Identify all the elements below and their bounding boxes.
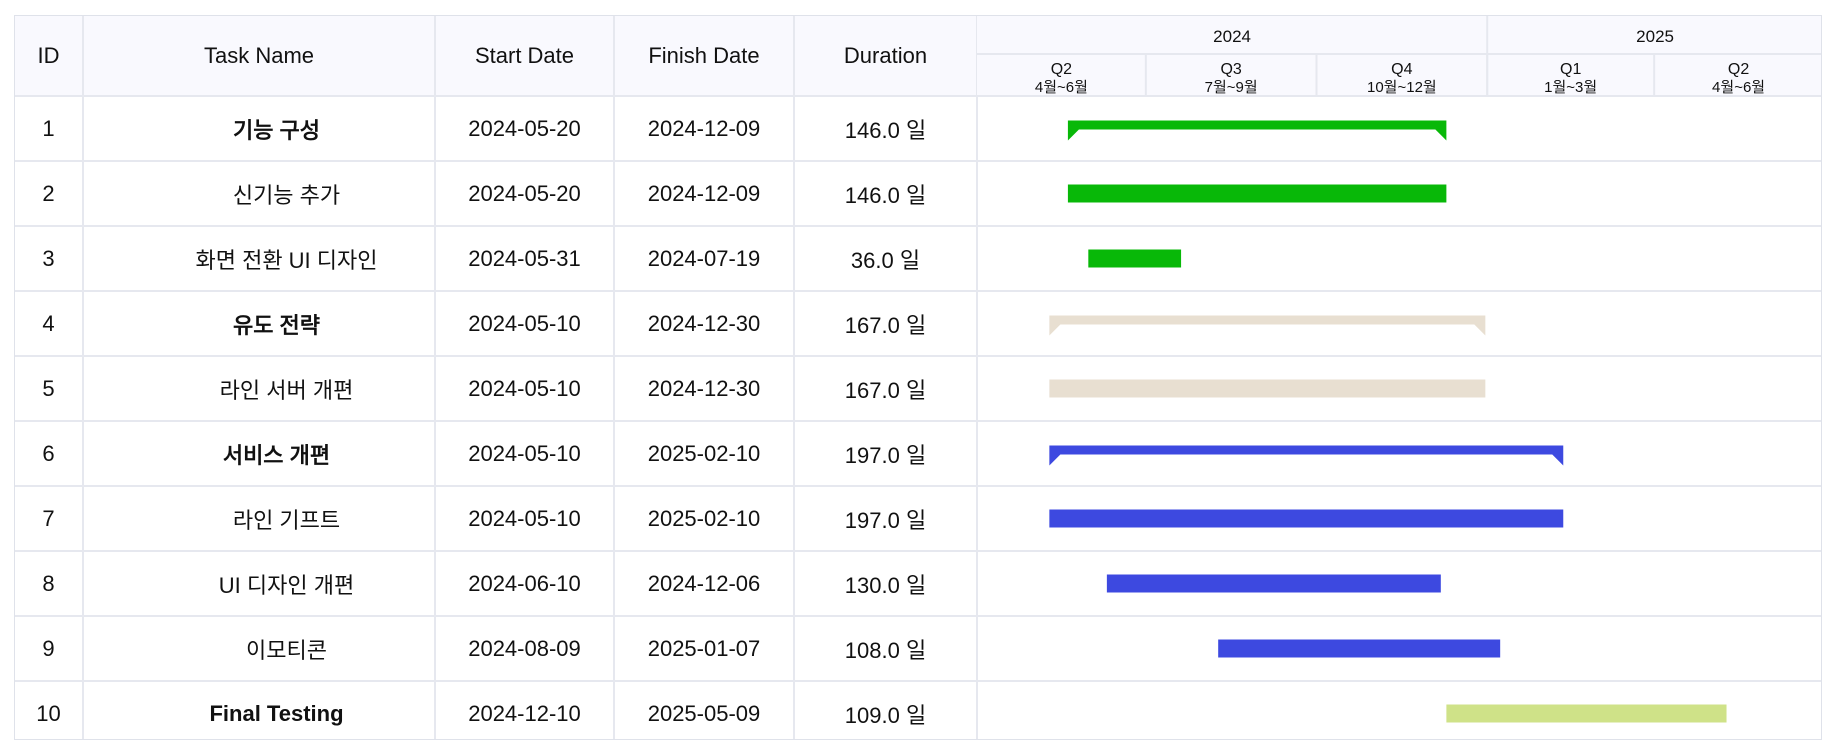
summary-bar [1049, 315, 1486, 336]
duration-cell: 197.0 일 [794, 421, 978, 487]
start-date-cell: 2024-05-31 [435, 226, 615, 292]
task-name-cell: Final Testing [83, 681, 436, 739]
task-name-cell: 신기능 추가 [83, 161, 436, 227]
start-date-cell: 2024-05-10 [435, 486, 615, 552]
task-id-cell: 1 [15, 96, 84, 162]
task-name-cell: 화면 전환 UI 디자인 [83, 226, 436, 292]
task-id-cell: 6 [15, 421, 84, 487]
task-name-cell: 기능 구성 [83, 96, 436, 162]
finish-date-cell: 2024-12-30 [614, 291, 795, 357]
gantt-chart: ID Task Name Start Date Finish Date Dura… [14, 15, 1822, 740]
task-table: ID Task Name Start Date Finish Date Dura… [15, 16, 978, 739]
quarter-months-label: 4월~6월 [1035, 79, 1088, 96]
year-label: 2024 [1213, 27, 1251, 46]
header-start-date[interactable]: Start Date [435, 16, 615, 97]
quarter-label: Q4 [1391, 61, 1412, 78]
task-id-cell: 7 [15, 486, 84, 552]
finish-date-cell: 2025-02-10 [614, 421, 795, 487]
task-id-cell: 5 [15, 356, 84, 422]
task-name-cell: 이모티콘 [83, 616, 436, 682]
duration-cell: 167.0 일 [794, 291, 978, 357]
task-id-cell: 8 [15, 551, 84, 617]
finish-date-cell: 2025-01-07 [614, 616, 795, 682]
table-row[interactable]: 8 UI 디자인 개편 2024-06-10 2024-12-06 130.0 일 [15, 551, 978, 617]
task-bar [1049, 509, 1564, 528]
task-bar [1218, 639, 1501, 658]
quarter-months-label: 7월~9월 [1205, 79, 1258, 96]
summary-bar [1067, 120, 1447, 141]
start-date-cell: 2024-05-20 [435, 96, 615, 162]
table-row[interactable]: 2 신기능 추가 2024-05-20 2024-12-09 146.0 일 [15, 161, 978, 227]
task-bar [1106, 574, 1441, 593]
start-date-cell: 2024-06-10 [435, 551, 615, 617]
task-bar [1088, 249, 1182, 268]
duration-cell: 130.0 일 [794, 551, 978, 617]
table-row[interactable]: 6 서비스 개편 2024-05-10 2025-02-10 197.0 일 [15, 421, 978, 487]
timeline-svg: 2024 2025Q24월~6월Q37월~9월Q410월~12월Q11월~3월Q2… [977, 16, 1821, 723]
task-id-cell: 3 [15, 226, 84, 292]
header-id[interactable]: ID [15, 16, 84, 97]
duration-cell: 197.0 일 [794, 486, 978, 552]
summary-bar [1049, 445, 1564, 466]
finish-date-cell: 2025-02-10 [614, 486, 795, 552]
duration-cell: 167.0 일 [794, 356, 978, 422]
quarter-months-label: 4월~6월 [1712, 79, 1765, 96]
start-date-cell: 2024-05-10 [435, 356, 615, 422]
task-name-cell: 라인 기프트 [83, 486, 436, 552]
duration-cell: 146.0 일 [794, 161, 978, 227]
header-task-name[interactable]: Task Name [83, 16, 436, 97]
quarter-label: Q2 [1728, 61, 1749, 78]
finish-date-cell: 2024-07-19 [614, 226, 795, 292]
task-bar [1446, 704, 1727, 723]
task-id-cell: 9 [15, 616, 84, 682]
start-date-cell: 2024-05-20 [435, 161, 615, 227]
finish-date-cell: 2024-12-30 [614, 356, 795, 422]
timeline-header-bg [977, 16, 1821, 96]
table-row[interactable]: 7 라인 기프트 2024-05-10 2025-02-10 197.0 일 [15, 486, 978, 552]
task-name-cell: 서비스 개편 [83, 421, 436, 487]
start-date-cell: 2024-05-10 [435, 291, 615, 357]
finish-date-cell: 2024-12-09 [614, 161, 795, 227]
table-row[interactable]: 3 화면 전환 UI 디자인 2024-05-31 2024-07-19 36.0 일 [15, 226, 978, 292]
quarter-label: Q1 [1560, 61, 1581, 78]
start-date-cell: 2024-08-09 [435, 616, 615, 682]
quarter-months-label: 10월~12월 [1367, 79, 1437, 96]
task-id-cell: 4 [15, 291, 84, 357]
start-date-cell: 2024-12-10 [435, 681, 615, 739]
table-header-row: ID Task Name Start Date Finish Date Dura… [15, 16, 978, 97]
header-duration[interactable]: Duration [794, 16, 978, 97]
finish-date-cell: 2024-12-09 [614, 96, 795, 162]
finish-date-cell: 2025-05-09 [614, 681, 795, 739]
header-finish-date[interactable]: Finish Date [614, 16, 795, 97]
duration-cell: 36.0 일 [794, 226, 978, 292]
quarter-label: Q2 [1051, 61, 1072, 78]
task-name-cell: 라인 서버 개편 [83, 356, 436, 422]
table-row[interactable]: 5 라인 서버 개편 2024-05-10 2024-12-30 167.0 일 [15, 356, 978, 422]
task-bar [1049, 379, 1486, 398]
task-name-cell: UI 디자인 개편 [83, 551, 436, 617]
task-name-cell: 유도 전략 [83, 291, 436, 357]
year-label: 2025 [1636, 27, 1674, 46]
task-id-cell: 2 [15, 161, 84, 227]
timeline-area: 2024 2025 Q2 4월~6월 Q3 7월~9월 Q4 10월~12월 Q1 1월~3월 Q2… [977, 16, 1821, 739]
table-row[interactable]: 10 Final Testing 2024-12-10 2025-05-09 109.0… [15, 681, 978, 739]
quarter-label: Q3 [1220, 61, 1241, 78]
table-row[interactable]: 9 이모티콘 2024-08-09 2025-01-07 108.0 일 [15, 616, 978, 682]
table-row[interactable]: 1 기능 구성 2024-05-20 2024-12-09 146.0 일 [15, 96, 978, 162]
duration-cell: 108.0 일 [794, 616, 978, 682]
duration-cell: 109.0 일 [794, 681, 978, 739]
task-bar [1067, 184, 1447, 203]
finish-date-cell: 2024-12-06 [614, 551, 795, 617]
duration-cell: 146.0 일 [794, 96, 978, 162]
table-row[interactable]: 4 유도 전략 2024-05-10 2024-12-30 167.0 일 [15, 291, 978, 357]
start-date-cell: 2024-05-10 [435, 421, 615, 487]
task-id-cell: 10 [15, 681, 84, 739]
quarter-months-label: 1월~3월 [1544, 79, 1597, 96]
